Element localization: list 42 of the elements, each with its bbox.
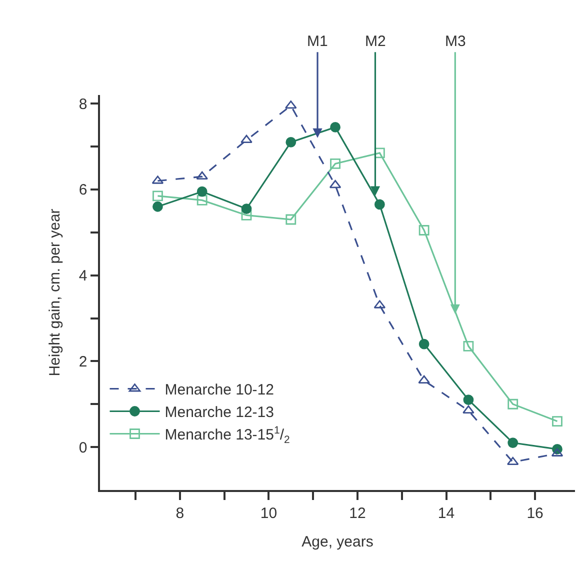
point — [196, 194, 208, 206]
point — [508, 398, 518, 410]
point — [418, 225, 430, 236]
point — [196, 186, 208, 197]
y-axis-title: Height gain, cm. per year — [46, 208, 64, 376]
annotation: M2 — [365, 33, 386, 50]
point — [152, 201, 163, 212]
point — [241, 204, 252, 214]
point — [196, 171, 208, 180]
point — [418, 338, 430, 350]
y-tick-label: 6 — [78, 182, 88, 199]
point — [506, 456, 519, 466]
point — [418, 375, 430, 384]
point — [463, 340, 474, 352]
annotation: M1 — [307, 33, 328, 50]
point — [463, 394, 474, 406]
x-tick-label: 8 — [176, 504, 184, 522]
point — [286, 137, 296, 148]
x-tick-label: 12 — [349, 504, 366, 522]
point — [152, 190, 163, 202]
point — [552, 416, 562, 426]
x-axis-title: Age, years — [302, 533, 374, 550]
x-tick-label: 14 — [438, 504, 455, 522]
point — [374, 199, 385, 210]
point — [241, 210, 252, 220]
point — [329, 180, 342, 188]
legend-label: Menarche 12-13 — [164, 404, 274, 422]
point — [330, 158, 340, 169]
y-tick-label: 8 — [78, 96, 88, 113]
y-tick-label: 0 — [78, 439, 88, 456]
legend-label: Menarche 10-12 — [164, 382, 274, 399]
point — [286, 214, 296, 225]
point — [462, 405, 474, 414]
legend-label: Menarche 13-15$^{1}$/$_{2}$ — [164, 424, 290, 446]
x-tick-label: 10 — [260, 504, 278, 522]
point — [508, 438, 518, 448]
point — [330, 122, 340, 132]
annotation: M3 — [445, 33, 466, 50]
y-tick-label: 2 — [78, 353, 88, 370]
y-tick-label: 4 — [78, 268, 88, 285]
x-tick-label: 16 — [526, 504, 544, 522]
point — [240, 134, 252, 144]
